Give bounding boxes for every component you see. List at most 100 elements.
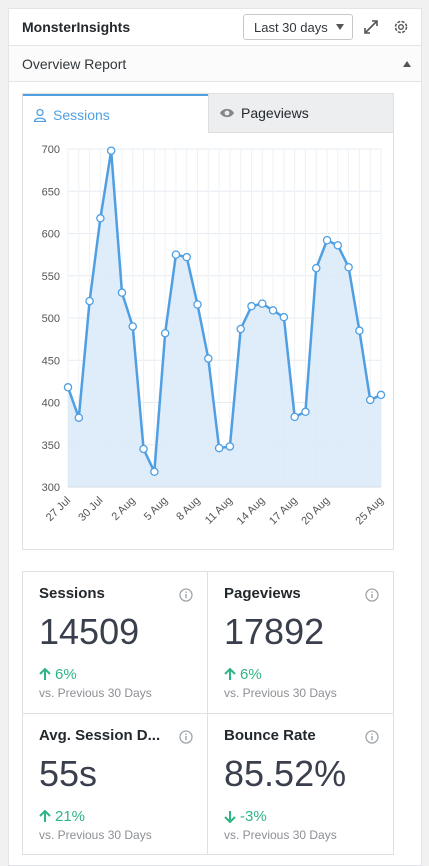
y-tick-label: 400	[42, 398, 60, 410]
x-tick-label: 5 Aug	[142, 495, 170, 523]
stat-compare: vs. Previous 30 Days	[39, 686, 152, 700]
data-point	[204, 354, 213, 363]
data-point	[117, 288, 127, 297]
stat-value: 85.52%	[224, 753, 347, 794]
data-point	[311, 263, 321, 273]
stat-compare: vs. Previous 30 Days	[39, 828, 152, 842]
expand-icon[interactable]	[359, 15, 383, 39]
stat-change: 6%	[224, 666, 377, 683]
stat-value: 55s	[39, 753, 98, 794]
info-icon[interactable]	[365, 588, 379, 607]
data-point	[182, 252, 191, 262]
info-icon[interactable]	[365, 730, 379, 749]
arrow-up-icon	[224, 668, 236, 681]
stat-title: Avg. Session D...	[39, 727, 161, 744]
y-tick-label: 650	[42, 186, 60, 198]
arrow-up-icon	[39, 810, 51, 823]
eye-icon	[219, 107, 235, 119]
data-point	[171, 250, 181, 259]
stat-change-value: 6%	[55, 666, 77, 683]
data-point	[376, 390, 386, 400]
stat-bounce-rate: Bounce Rate 85.52% -3% vs. Previous 30 D…	[208, 714, 393, 855]
data-point	[214, 443, 224, 453]
data-point	[139, 444, 148, 454]
info-icon[interactable]	[179, 588, 193, 607]
widget-title: MonsterInsights	[22, 19, 131, 35]
data-point	[279, 312, 289, 322]
stat-change-value: 21%	[55, 808, 86, 825]
x-tick-label: 14 Aug	[235, 495, 268, 528]
stat-compare: vs. Previous 30 Days	[224, 686, 337, 700]
stat-title: Sessions	[39, 585, 105, 602]
x-tick-label: 17 Aug	[267, 495, 300, 528]
stat-avg-session-duration: Avg. Session D... 55s 21% vs. Previous 3…	[23, 714, 208, 855]
data-point	[160, 328, 170, 338]
stat-title: Bounce Rate	[224, 727, 316, 744]
stat-change-value: 6%	[240, 666, 262, 683]
info-icon[interactable]	[179, 730, 193, 749]
y-tick-label: 300	[42, 482, 60, 494]
y-tick-label: 500	[42, 313, 60, 325]
stat-change-value: -3%	[240, 808, 267, 825]
x-tick-label: 8 Aug	[174, 495, 202, 523]
chart-card: Sessions Pageviews 300 350 400 450 500 550 600…	[22, 93, 394, 550]
gear-icon[interactable]	[389, 15, 413, 39]
x-tick-label: 30 Jul	[76, 495, 105, 524]
overview-report-toggle[interactable]: Overview Report	[9, 46, 421, 82]
data-point	[236, 324, 245, 334]
y-tick-label: 700	[42, 144, 60, 156]
stat-value: 14509	[39, 611, 140, 652]
data-point	[258, 299, 267, 308]
chevron-down-icon	[336, 24, 344, 30]
y-tick-label: 450	[42, 355, 60, 367]
stat-pageviews: Pageviews 17892 6% vs. Previous 30 Days	[208, 572, 393, 714]
data-point	[333, 241, 343, 250]
data-point	[96, 214, 105, 223]
x-tick-label: 20 Aug	[299, 495, 332, 528]
data-point	[344, 263, 353, 272]
stat-change: 21%	[39, 808, 191, 825]
x-tick-label: 2 Aug	[109, 495, 137, 523]
data-point	[290, 412, 299, 422]
data-point	[106, 146, 116, 155]
date-range-select[interactable]: Last 30 days	[243, 14, 353, 40]
stat-change: 6%	[39, 666, 191, 683]
tab-sessions-label: Sessions	[53, 106, 110, 123]
stat-compare: vs. Previous 30 Days	[224, 828, 337, 842]
x-tick-label: 11 Aug	[203, 495, 235, 527]
tab-pageviews-label: Pageviews	[241, 105, 309, 121]
series-area	[68, 150, 381, 487]
y-tick-label: 350	[42, 440, 60, 452]
data-point	[355, 326, 364, 335]
x-tick-label: 25 Aug	[353, 495, 386, 528]
data-point	[301, 407, 310, 417]
stat-title: Pageviews	[224, 585, 301, 602]
tab-sessions[interactable]: Sessions	[23, 94, 208, 133]
report-tabs: Sessions Pageviews	[23, 94, 393, 133]
data-point	[128, 322, 138, 331]
x-tick-label: 27 Jul	[44, 495, 73, 524]
date-range-value: Last 30 days	[254, 19, 328, 35]
data-point	[247, 301, 256, 311]
overview-report-label: Overview Report	[22, 55, 127, 72]
stat-value: 17892	[224, 611, 325, 652]
stats-grid: Sessions 14509 6% vs. Previous 30 Days P…	[22, 571, 394, 855]
arrow-up-icon	[39, 668, 51, 681]
data-point	[268, 306, 278, 315]
y-tick-label: 550	[42, 271, 60, 283]
data-point	[322, 236, 332, 245]
data-point	[85, 296, 94, 306]
data-point	[150, 467, 159, 477]
data-point	[225, 442, 235, 451]
y-tick-label: 600	[42, 229, 60, 241]
tab-pageviews[interactable]: Pageviews	[208, 94, 393, 133]
chevron-up-icon	[403, 60, 411, 67]
stat-sessions: Sessions 14509 6% vs. Previous 30 Days	[23, 572, 208, 714]
data-point	[63, 383, 73, 392]
data-point	[365, 395, 375, 405]
data-point	[74, 413, 84, 422]
stat-change: -3%	[224, 808, 377, 825]
data-point	[193, 300, 202, 309]
arrow-down-icon	[224, 810, 236, 823]
